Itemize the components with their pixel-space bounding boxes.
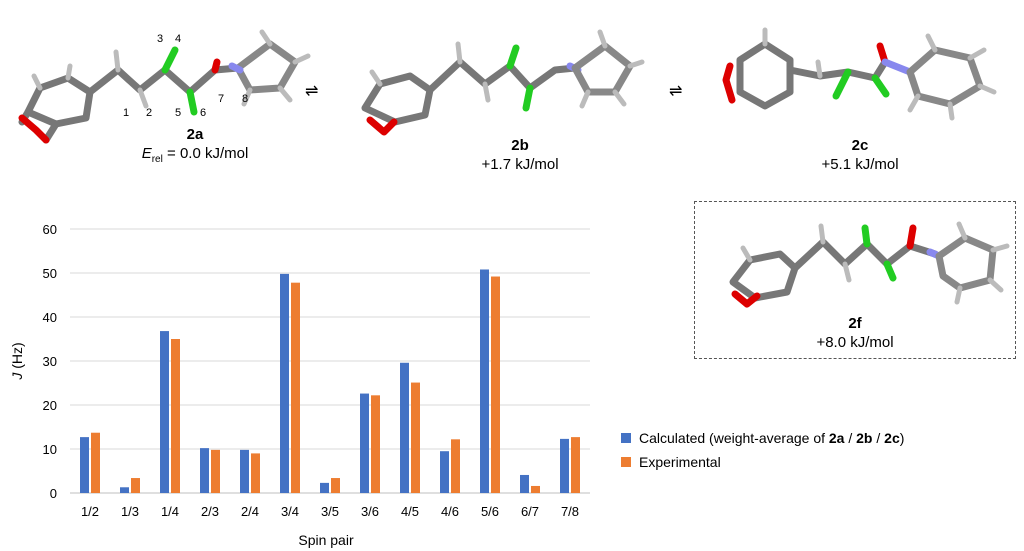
legend-experimental: Experimental [621,454,721,470]
y-tick-label: 10 [43,442,57,457]
conformer-name: 2f [848,315,862,332]
structure-2b [361,29,645,136]
label-2f: 2f +8.0 kJ/mol [795,314,915,352]
y-tick-label: 60 [43,222,57,237]
bar-calculated-7-8 [560,438,569,493]
y-tick-label: 20 [43,398,57,413]
x-tick-label: 2/4 [241,504,259,519]
x-tick-label: 5/6 [481,504,499,519]
legend-calculated: Calculated (weight-average of 2a / 2b / … [621,430,904,446]
atom-number: 1 [123,107,129,119]
x-tick-labels: 1/2 1/3 1/4 2/3 2/4 3/4 3/5 3/6 4/5 4/6 5/6 6/7 7/8 [81,504,579,519]
y-tick-labels: 0 10 20 30 40 50 60 [43,222,57,501]
y-axis-label: J (Hz) [9,342,25,380]
legend-label-experimental: Experimental [639,454,721,470]
conformer-name: 2c [851,137,869,154]
bar-experimental-3-4 [291,282,300,493]
atom-number: 7 [218,93,224,105]
bar-experimental-1-2 [91,432,100,493]
bar-calculated-2-3 [200,448,209,493]
bar-calculated-1-4 [160,331,169,493]
atom-number: 3 [157,33,163,45]
bar-experimental-4-6 [451,439,460,493]
equilibrium-arrow: ⇌ [669,83,682,100]
x-tick-label: 1/4 [161,504,179,519]
atom-number: 6 [200,107,206,119]
y-tick-label: 40 [43,310,57,325]
bar-experimental-3-6 [371,395,380,493]
x-tick-label: 2/3 [201,504,219,519]
bar-calculated-3-6 [360,393,369,493]
legend-label-calculated: Calculated (weight-average of 2a / 2b / … [639,430,905,446]
energy-value: +8.0 kJ/mol [816,334,894,351]
conformer-name: 2a [186,126,204,143]
energy-value: = 0.0 kJ/mol [162,145,249,162]
x-tick-label: 7/8 [561,504,579,519]
structure-2f [729,221,1010,308]
bar-calculated-4-5 [400,362,409,493]
x-tick-label: 6/7 [521,504,539,519]
y-tick-label: 50 [43,266,57,281]
bar-experimental-6-7 [531,485,540,493]
bar-experimental-7-8 [571,437,580,493]
atom-number-labels: 1 2 3 4 5 6 7 8 [123,33,248,119]
bar-experimental-2-3 [211,449,220,493]
conformer-structures: 1 2 3 4 5 6 7 8 ⇌ ⇌ [18,27,997,144]
x-tick-label: 1/3 [121,504,139,519]
x-tick-label: 4/5 [401,504,419,519]
bar-calculated-5-6 [480,269,489,493]
bar-experimental-2-4 [251,453,260,493]
energy-symbol: E [141,145,152,162]
x-tick-label: 4/6 [441,504,459,519]
bar-calculated-1-2 [80,437,89,493]
inset-2f: 2f +8.0 kJ/mol [694,201,1016,359]
bar-experimental-1-4 [171,339,180,493]
label-2b: 2b +1.7 kJ/mol [460,136,580,174]
bar-experimental-3-5 [331,478,340,493]
atom-number: 8 [242,93,248,105]
structure-2a [18,29,311,144]
y-tick-label: 0 [50,486,57,501]
bar-calculated-6-7 [520,474,529,493]
label-2a: 2a Erel = 0.0 kJ/mol [130,125,260,169]
grid-lines [70,228,590,494]
atom-number: 4 [175,33,181,45]
legend-swatch-experimental [621,457,631,467]
x-tick-label: 1/2 [81,504,99,519]
x-axis-label: Spin pair [298,532,354,548]
atom-number: 5 [175,107,181,119]
bar-calculated-3-4 [280,273,289,493]
conformer-name: 2b [511,137,529,154]
bar-experimental-1-3 [131,478,140,493]
bar-experimental-4-5 [411,382,420,493]
bar-calculated-1-3 [120,487,129,493]
structure-2c [722,27,997,121]
energy-value: +1.7 kJ/mol [481,156,559,173]
bar-calculated-2-4 [240,449,249,493]
legend-swatch-calculated [621,433,631,443]
x-tick-label: 3/4 [281,504,299,519]
bar-calculated-4-6 [440,451,449,493]
x-tick-label: 3/6 [361,504,379,519]
atom-number: 2 [146,107,152,119]
bar-calculated-3-5 [320,482,329,493]
bars [80,269,580,493]
energy-subscript: rel [151,154,163,165]
equilibrium-arrow: ⇌ [305,83,318,100]
bar-experimental-5-6 [491,276,500,493]
x-tick-label: 3/5 [321,504,339,519]
y-tick-label: 30 [43,354,57,369]
energy-value: +5.1 kJ/mol [821,156,899,173]
label-2c: 2c +5.1 kJ/mol [800,136,920,174]
